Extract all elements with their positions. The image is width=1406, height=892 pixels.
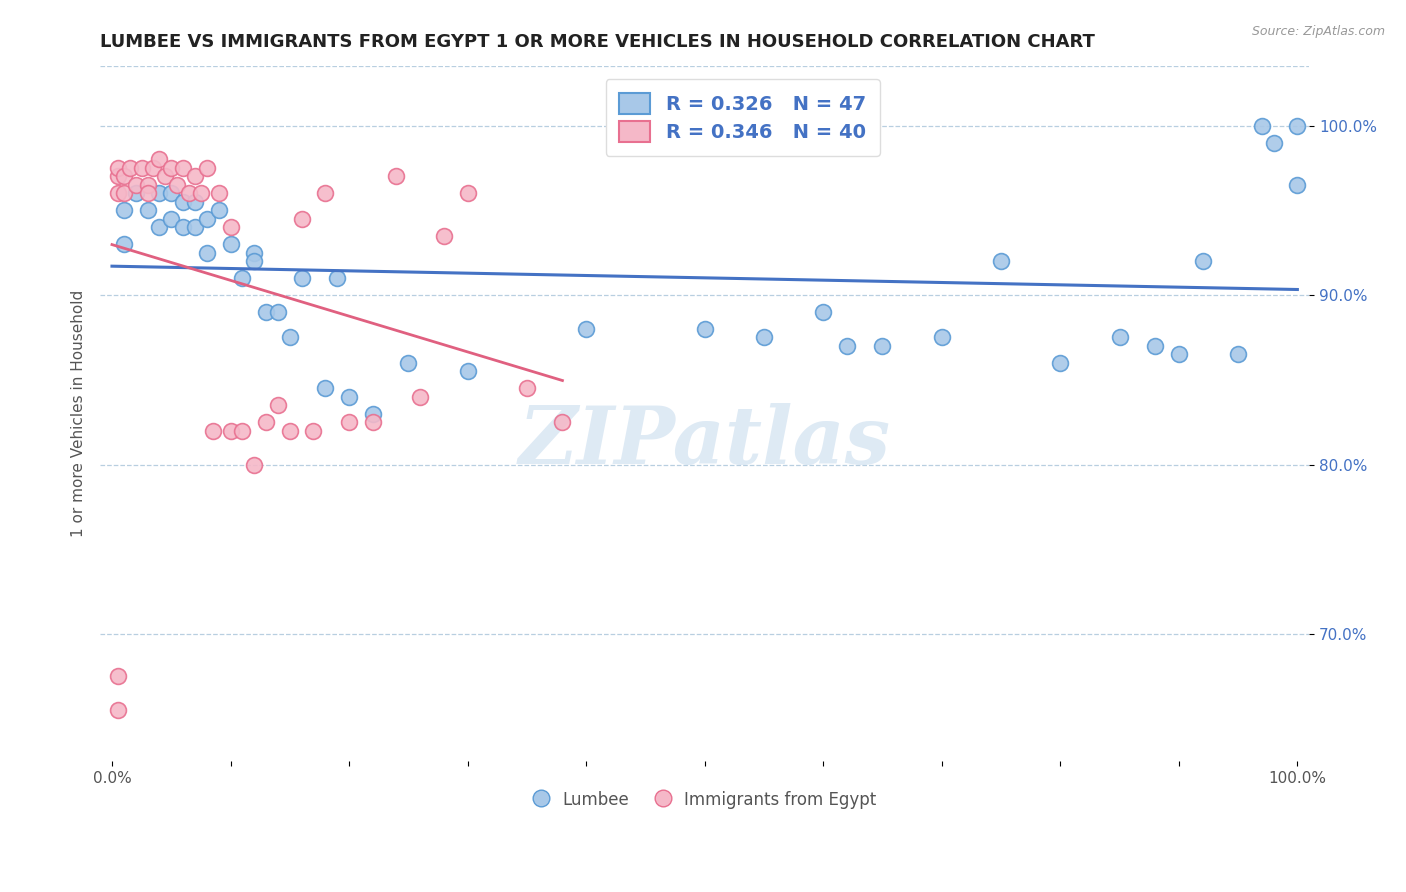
Point	[190, 186, 212, 201]
Point	[136, 186, 159, 201]
Point	[219, 220, 242, 235]
Point	[184, 220, 207, 235]
Point	[1108, 330, 1130, 344]
Point	[125, 178, 148, 192]
Point	[990, 254, 1012, 268]
Point	[136, 203, 159, 218]
Point	[107, 186, 129, 201]
Point	[195, 161, 218, 175]
Point	[1263, 136, 1285, 150]
Point	[254, 415, 277, 429]
Point	[136, 178, 159, 192]
Point	[693, 322, 716, 336]
Point	[201, 424, 224, 438]
Text: ZIPatlas: ZIPatlas	[519, 402, 891, 480]
Point	[208, 203, 231, 218]
Point	[160, 161, 183, 175]
Point	[361, 407, 384, 421]
Point	[166, 178, 188, 192]
Point	[396, 356, 419, 370]
Point	[195, 211, 218, 226]
Point	[1250, 119, 1272, 133]
Point	[457, 186, 479, 201]
Point	[337, 415, 360, 429]
Y-axis label: 1 or more Vehicles in Household: 1 or more Vehicles in Household	[72, 290, 86, 537]
Point	[177, 186, 200, 201]
Point	[433, 228, 456, 243]
Point	[575, 322, 598, 336]
Point	[314, 186, 336, 201]
Point	[267, 398, 290, 412]
Point	[243, 254, 266, 268]
Point	[326, 271, 349, 285]
Point	[160, 186, 183, 201]
Point	[1049, 356, 1071, 370]
Point	[131, 161, 153, 175]
Point	[278, 424, 301, 438]
Point	[811, 305, 834, 319]
Text: LUMBEE VS IMMIGRANTS FROM EGYPT 1 OR MORE VEHICLES IN HOUSEHOLD CORRELATION CHAR: LUMBEE VS IMMIGRANTS FROM EGYPT 1 OR MOR…	[100, 33, 1095, 51]
Point	[302, 424, 325, 438]
Point	[231, 271, 253, 285]
Point	[219, 424, 242, 438]
Point	[219, 237, 242, 252]
Point	[184, 169, 207, 184]
Point	[107, 669, 129, 683]
Point	[1144, 339, 1167, 353]
Point	[337, 390, 360, 404]
Point	[516, 381, 538, 395]
Point	[118, 161, 141, 175]
Point	[107, 161, 129, 175]
Point	[125, 186, 148, 201]
Point	[243, 458, 266, 472]
Point	[112, 169, 135, 184]
Text: Source: ZipAtlas.com: Source: ZipAtlas.com	[1251, 25, 1385, 38]
Point	[254, 305, 277, 319]
Point	[291, 211, 314, 226]
Point	[112, 237, 135, 252]
Point	[243, 245, 266, 260]
Point	[931, 330, 953, 344]
Point	[172, 161, 194, 175]
Point	[112, 186, 135, 201]
Point	[184, 194, 207, 209]
Point	[1286, 119, 1309, 133]
Point	[148, 153, 170, 167]
Point	[267, 305, 290, 319]
Point	[1167, 347, 1189, 361]
Point	[291, 271, 314, 285]
Point	[231, 424, 253, 438]
Point	[361, 415, 384, 429]
Point	[278, 330, 301, 344]
Point	[208, 186, 231, 201]
Point	[1286, 178, 1309, 192]
Point	[160, 211, 183, 226]
Point	[872, 339, 894, 353]
Point	[314, 381, 336, 395]
Point	[1191, 254, 1213, 268]
Point	[112, 203, 135, 218]
Point	[107, 169, 129, 184]
Point	[195, 245, 218, 260]
Point	[107, 703, 129, 717]
Point	[457, 364, 479, 378]
Point	[148, 186, 170, 201]
Point	[385, 169, 408, 184]
Legend: Lumbee, Immigrants from Egypt: Lumbee, Immigrants from Egypt	[526, 784, 883, 815]
Point	[835, 339, 858, 353]
Point	[148, 220, 170, 235]
Point	[409, 390, 432, 404]
Point	[172, 194, 194, 209]
Point	[172, 220, 194, 235]
Point	[1227, 347, 1250, 361]
Point	[155, 169, 177, 184]
Point	[551, 415, 574, 429]
Point	[752, 330, 775, 344]
Point	[142, 161, 165, 175]
